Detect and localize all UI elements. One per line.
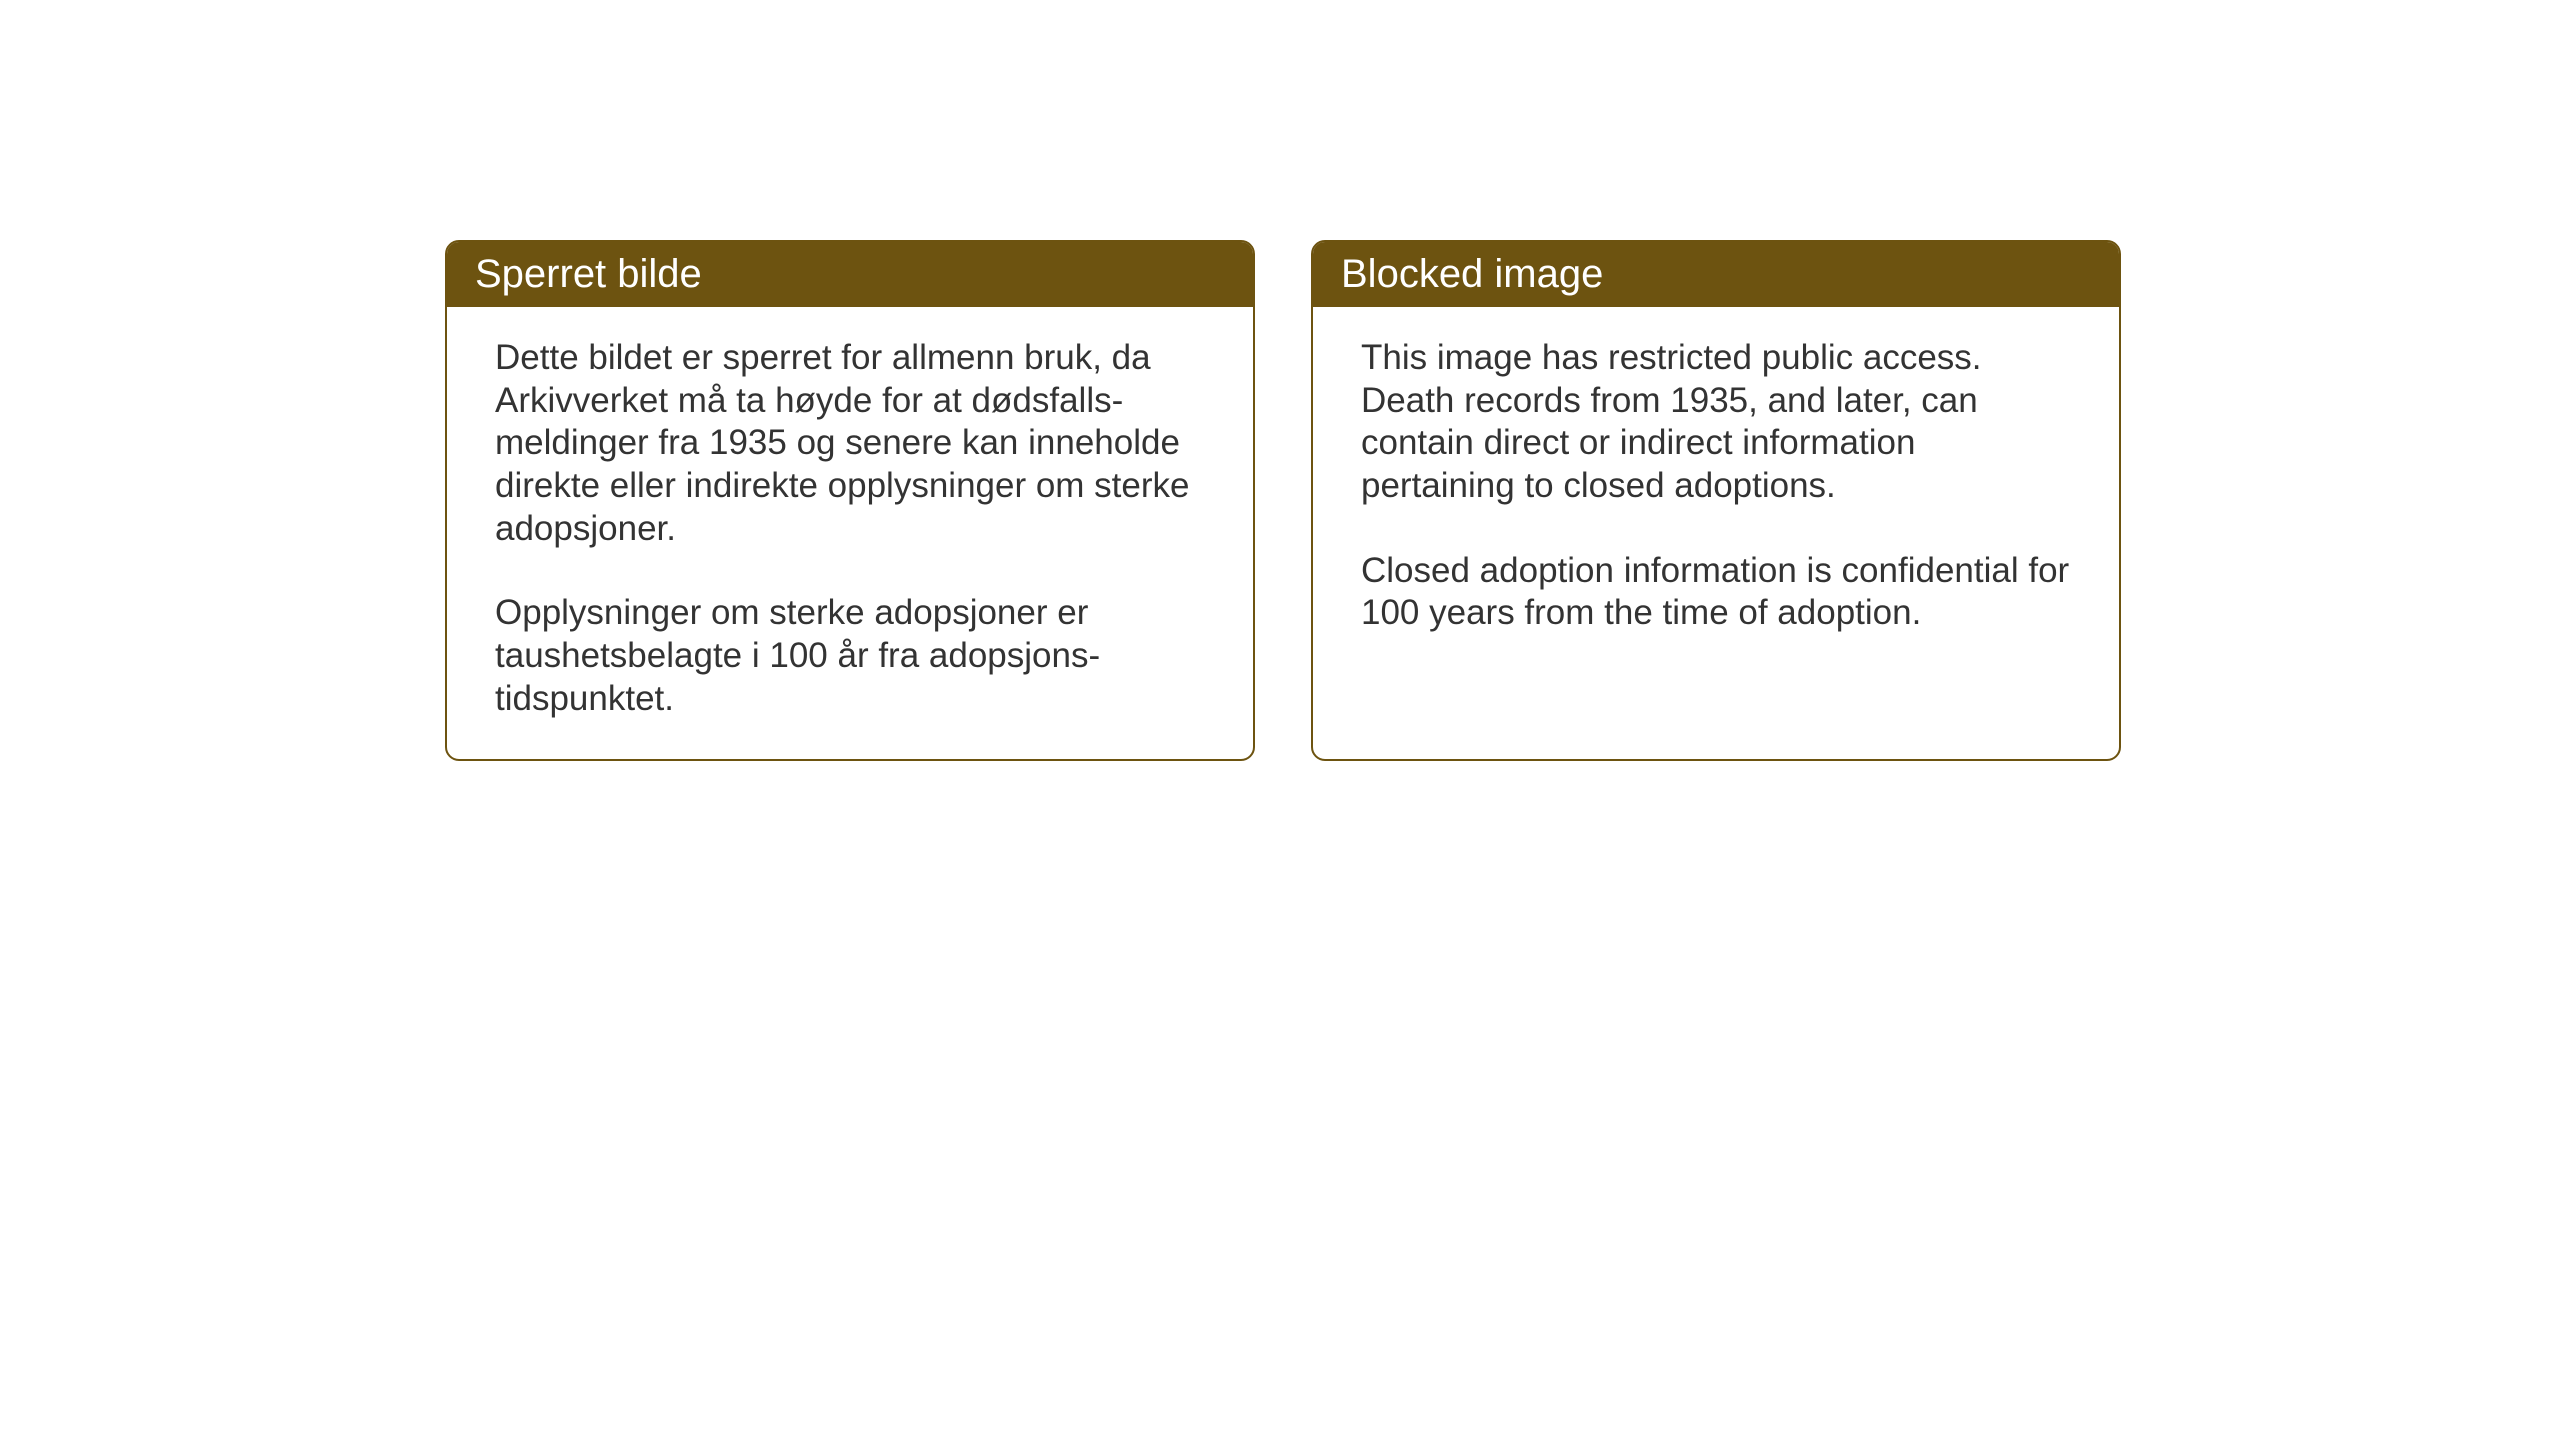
- notice-paragraph-2-english: Closed adoption information is confident…: [1361, 550, 2071, 635]
- notice-card-norwegian: Sperret bilde Dette bildet er sperret fo…: [445, 240, 1255, 761]
- notice-body-norwegian: Dette bildet er sperret for allmenn bruk…: [447, 307, 1253, 759]
- notice-body-english: This image has restricted public access.…: [1313, 307, 2119, 752]
- notice-paragraph-1-norwegian: Dette bildet er sperret for allmenn bruk…: [495, 337, 1205, 550]
- notice-header-norwegian: Sperret bilde: [447, 242, 1253, 307]
- notice-title-english: Blocked image: [1341, 252, 1603, 296]
- notice-paragraph-1-english: This image has restricted public access.…: [1361, 337, 2071, 508]
- notice-container: Sperret bilde Dette bildet er sperret fo…: [445, 240, 2121, 761]
- notice-paragraph-2-norwegian: Opplysninger om sterke adopsjoner er tau…: [495, 592, 1205, 720]
- notice-header-english: Blocked image: [1313, 242, 2119, 307]
- notice-title-norwegian: Sperret bilde: [475, 252, 702, 296]
- notice-card-english: Blocked image This image has restricted …: [1311, 240, 2121, 761]
